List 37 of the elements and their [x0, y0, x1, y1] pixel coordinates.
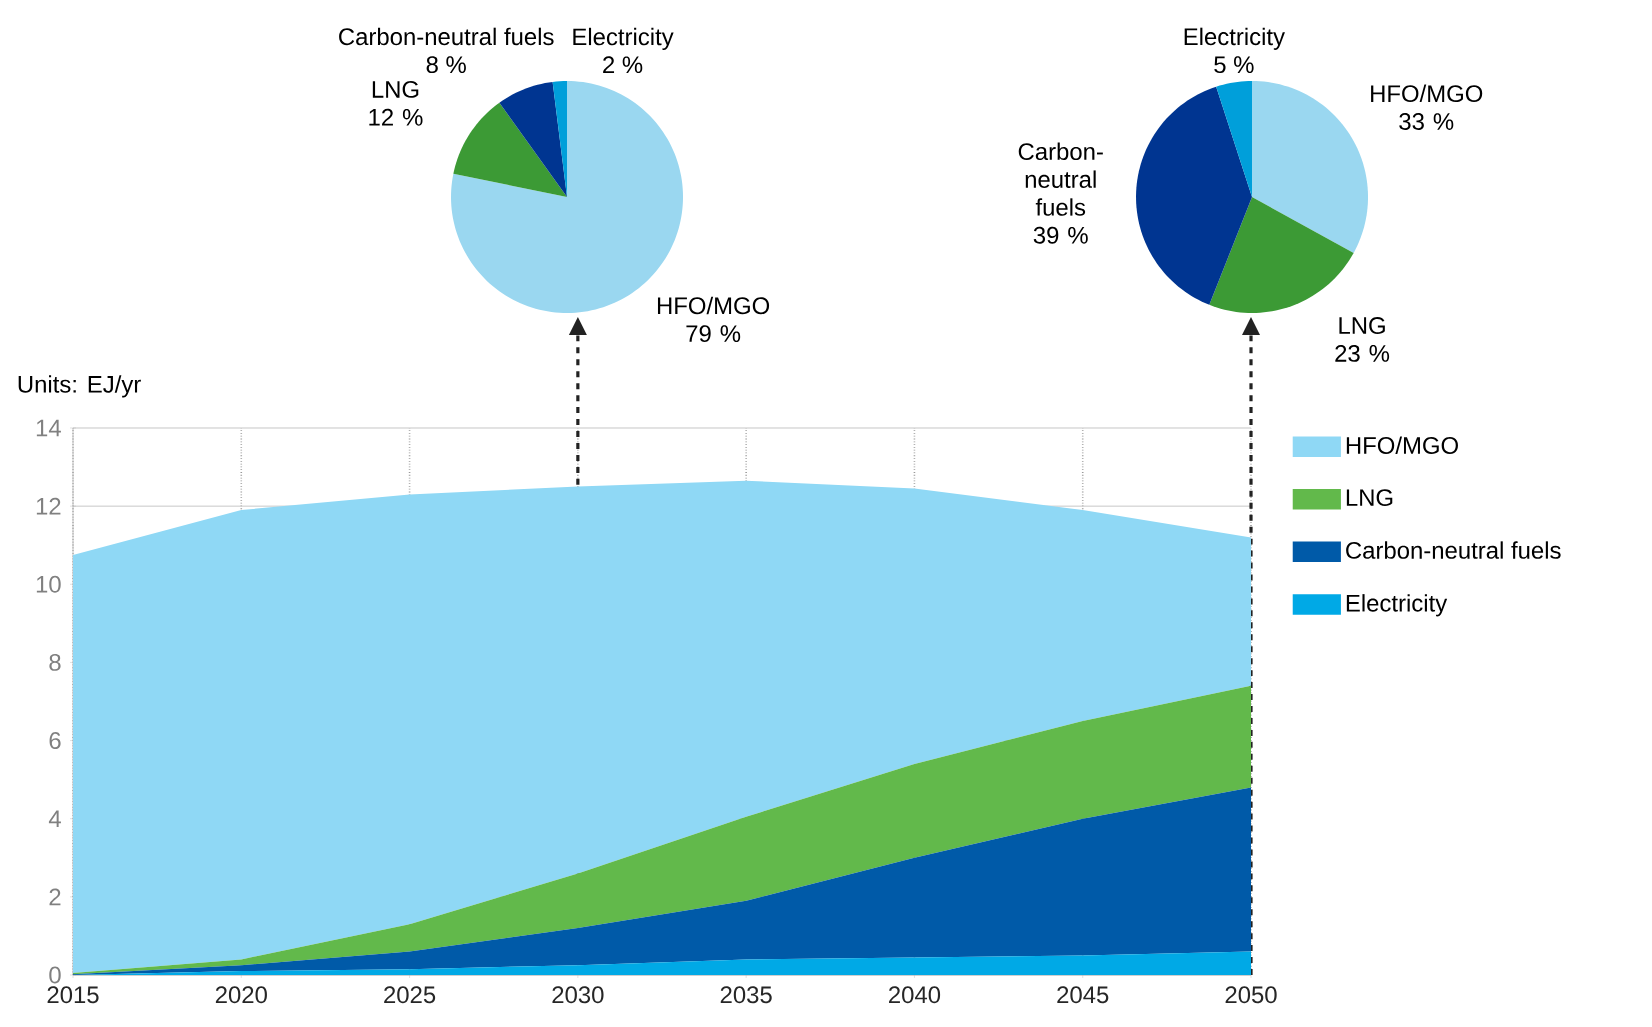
data-label: 33 % [1399, 113, 1454, 130]
y-axis-title: Units: EJ/yr [18, 375, 141, 398]
slice-label: HFO/MGO [657, 296, 770, 315]
x-tick-label: 2030 [552, 986, 604, 1004]
x-tick-label: 2035 [720, 986, 772, 1004]
y-tick-label: 12 [36, 497, 61, 515]
legend-label: LNG [1346, 489, 1393, 507]
y-tick-label: 4 [48, 810, 61, 827]
data-label: 2 % [603, 56, 643, 74]
legend-label: Electricity [1346, 594, 1448, 617]
x-tick-label: 2025 [384, 986, 436, 1004]
x-tick-label: 2040 [889, 986, 941, 1004]
slice-label: Carbon-neutral fuels [339, 27, 554, 46]
slice-label: Carbon-neutral fuels [1018, 142, 1103, 216]
slice-label: Electricity [1184, 27, 1285, 50]
y-tick-label: 8 [49, 653, 61, 671]
y-tick-label: 10 [36, 575, 61, 593]
x-tick-label: 2020 [215, 986, 267, 1004]
y-tick-label: 6 [49, 732, 61, 750]
data-label: 8 % [426, 56, 466, 74]
x-tick-label: 2045 [1057, 986, 1109, 1004]
data-label: 39 % [1033, 226, 1088, 244]
slice-label: LNG [372, 80, 419, 98]
legend-label: HFO/MGO [1346, 436, 1458, 454]
data-label: 5 % [1214, 56, 1254, 74]
slice-label: LNG [1339, 317, 1385, 334]
data-label: 79 % [686, 325, 741, 343]
y-tick-label: 14 [36, 419, 61, 437]
y-tick-label: 2 [49, 888, 61, 906]
data-label: 12 % [369, 108, 423, 126]
legend-label: Carbon-neutral fuels [1346, 541, 1561, 559]
x-tick-label: 2015 [47, 986, 99, 1004]
data-label: 23 % [1335, 344, 1390, 362]
slice-label: Electricity [573, 27, 674, 51]
slice-label: HFO/MGO [1371, 84, 1483, 103]
x-tick-label: 2050 [1225, 986, 1277, 1004]
y-tick-label: 0 [49, 966, 61, 984]
